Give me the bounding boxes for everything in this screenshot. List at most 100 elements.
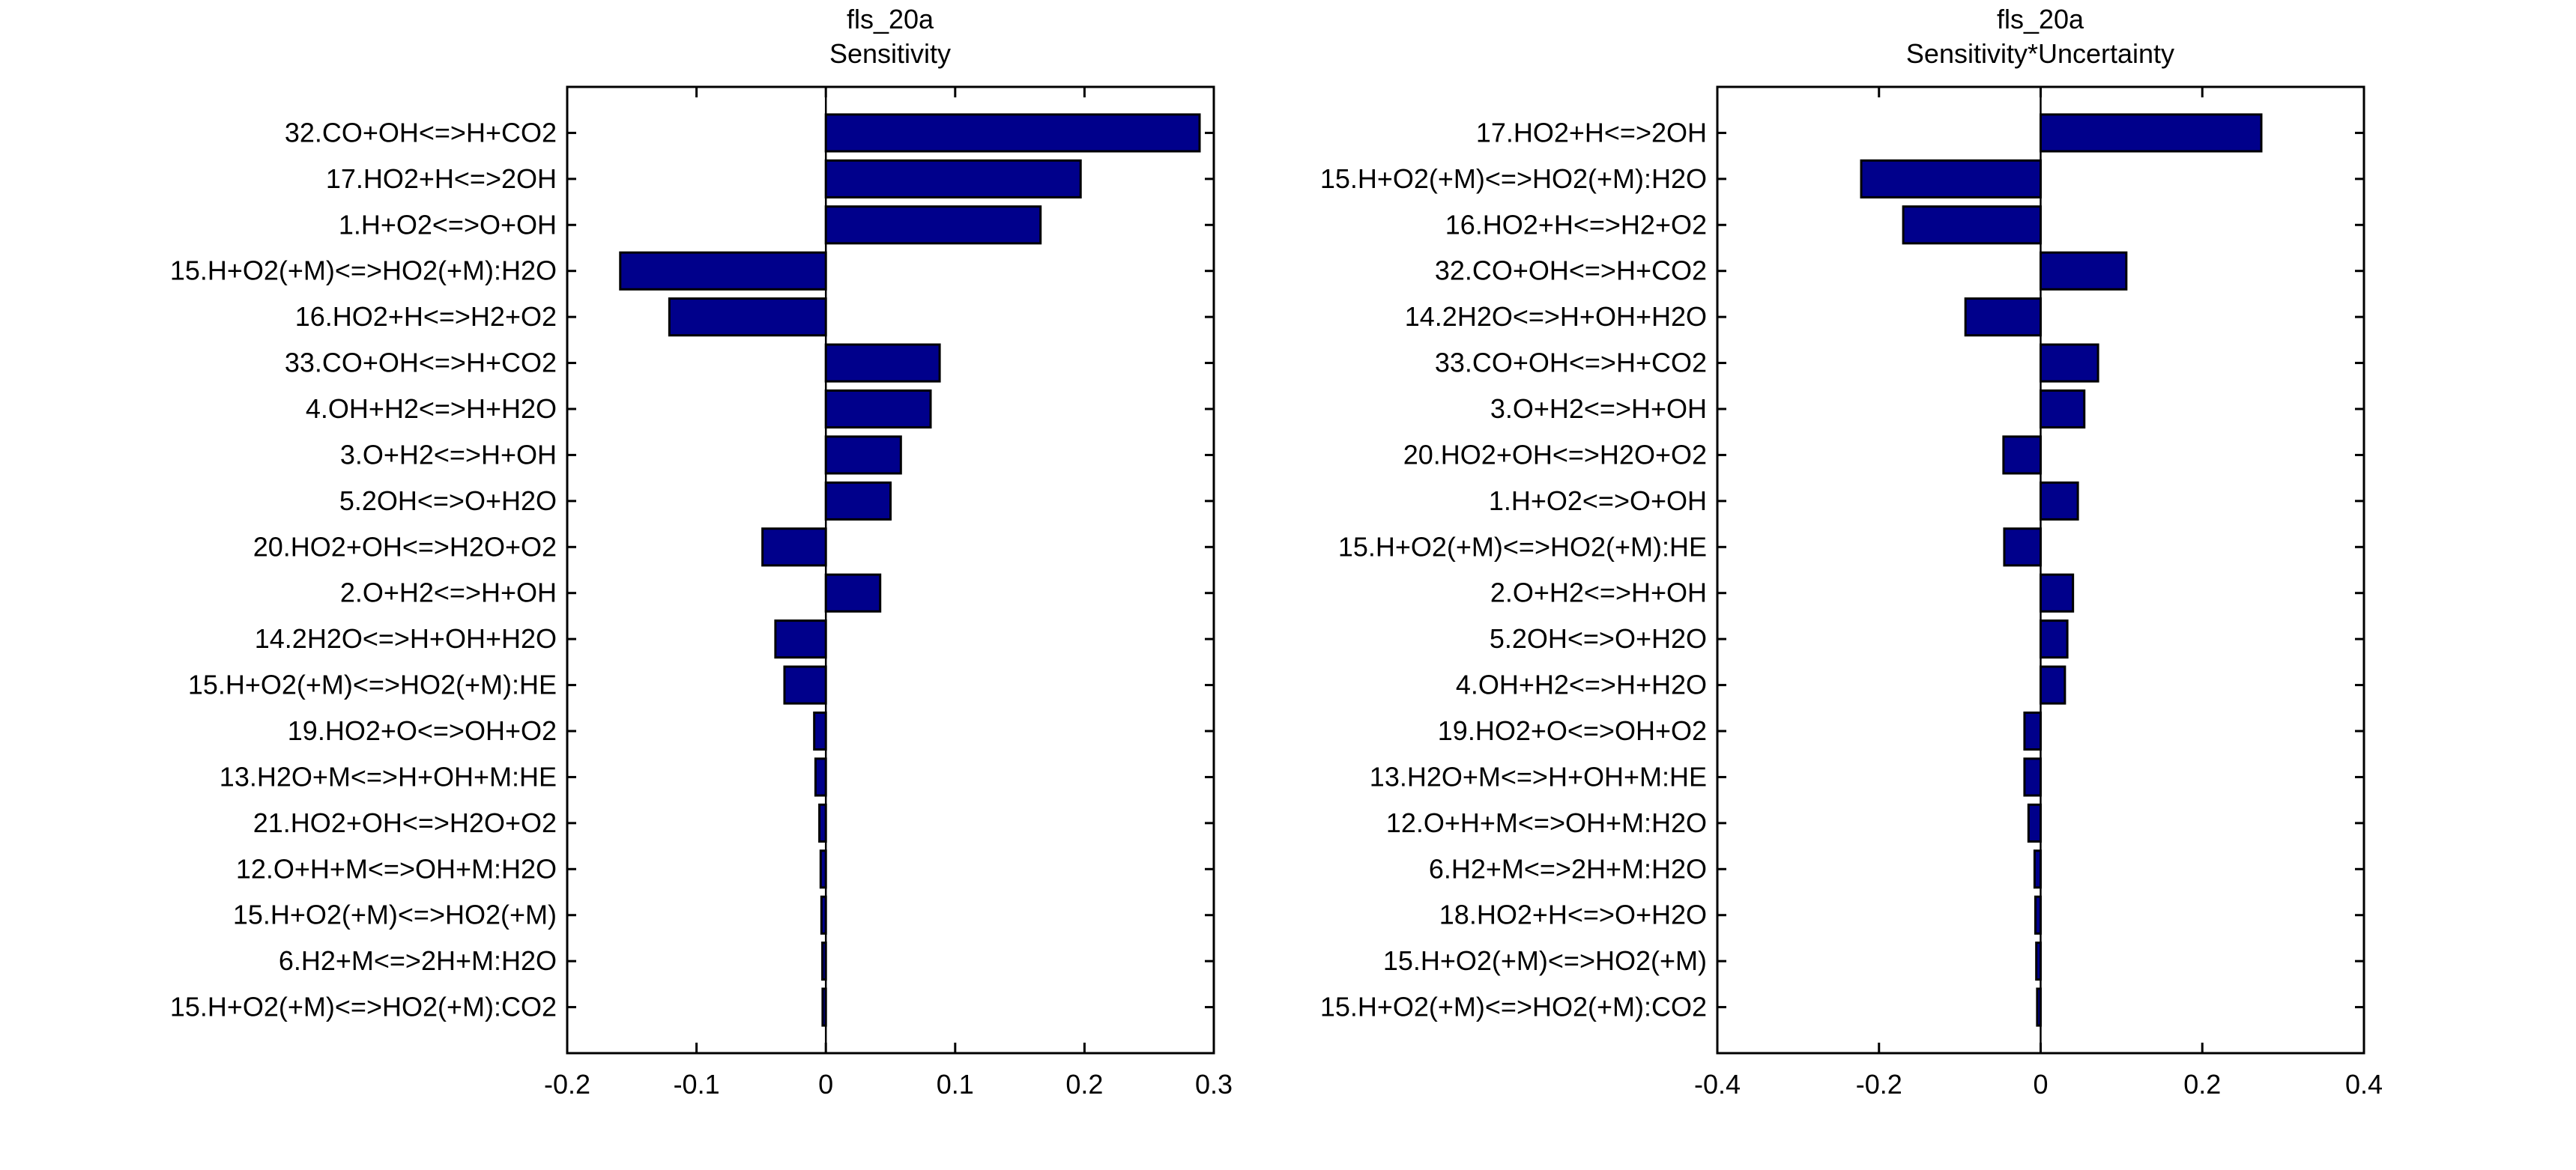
bar <box>814 757 827 797</box>
category-label: 12.O+H+M<=>OH+M:H2O <box>1386 807 1707 838</box>
category-label: 16.HO2+H<=>H2+O2 <box>1445 209 1707 240</box>
category-labels: 32.CO+OH<=>H+CO2 17.HO2+H<=>2OH 1.H+O2<=>O… <box>170 117 557 1022</box>
bar <box>2040 665 2066 705</box>
x-tick-label: 0.2 <box>2183 1069 2221 1100</box>
bar <box>2027 803 2043 843</box>
category-label: 19.HO2+O<=>OH+O2 <box>1438 715 1707 746</box>
bars-group <box>619 87 1201 1053</box>
bar <box>2040 251 2128 291</box>
category-label: 15.H+O2(+M)<=>HO2(+M) <box>1383 945 1707 976</box>
bar <box>668 297 827 337</box>
x-tick-label: 0.1 <box>937 1069 974 1100</box>
category-label: 3.O+H2<=>H+OH <box>1490 393 1707 424</box>
plot-frame <box>1716 85 2365 1055</box>
category-label: 16.HO2+H<=>H2+O2 <box>295 301 557 332</box>
bar <box>824 113 1201 153</box>
bar <box>2023 757 2043 797</box>
bar <box>761 527 827 567</box>
bar <box>824 481 892 521</box>
category-label: 20.HO2+OH<=>H2O+O2 <box>253 531 557 562</box>
x-tick-label: -0.4 <box>1694 1069 1741 1100</box>
category-label: 15.H+O2(+M)<=>HO2(+M):HE <box>1338 531 1707 562</box>
category-label: 15.H+O2(+M)<=>HO2(+M) <box>233 900 557 930</box>
category-label: 1.H+O2<=>O+OH <box>1489 485 1707 516</box>
category-label: 14.2H2O<=>H+OH+H2O <box>1405 301 1707 332</box>
sensitivity-uncertainty-panel: fls_20a Sensitivity*Uncertainty 17.HO2+H… <box>1320 4 2383 1100</box>
bar <box>783 665 827 705</box>
bar <box>774 619 827 659</box>
bar <box>824 159 1082 198</box>
x-tick-label: 0.2 <box>1065 1069 1103 1100</box>
category-label: 5.2OH<=>O+H2O <box>339 485 557 516</box>
category-label: 1.H+O2<=>O+OH <box>339 209 557 240</box>
x-tick-label: 0 <box>2033 1069 2048 1100</box>
bar <box>2040 573 2075 613</box>
bar <box>2002 435 2042 475</box>
category-label: 33.CO+OH<=>H+CO2 <box>285 348 557 378</box>
category-label: 18.HO2+H<=>O+H2O <box>1439 900 1707 930</box>
bar <box>813 711 827 751</box>
category-label: 17.HO2+H<=>2OH <box>1476 117 1707 148</box>
category-label: 15.H+O2(+M)<=>HO2(+M):HE <box>188 670 557 700</box>
x-tick-label: -0.1 <box>674 1069 720 1100</box>
x-tick-label: 0.3 <box>1195 1069 1233 1100</box>
bar <box>619 251 827 291</box>
category-label: 32.CO+OH<=>H+CO2 <box>285 117 557 148</box>
category-label: 2.O+H2<=>H+OH <box>1490 578 1707 608</box>
category-labels: 17.HO2+H<=>2OH 15.H+O2(+M)<=>HO2(+M):H2O 1… <box>1320 117 1707 1022</box>
panel-subtitle: Sensitivity <box>829 38 951 69</box>
category-label: 3.O+H2<=>H+OH <box>340 439 557 470</box>
category-label: 2.O+H2<=>H+OH <box>340 578 557 608</box>
bar <box>2040 619 2069 659</box>
category-label: 15.H+O2(+M)<=>HO2(+M):CO2 <box>1320 992 1707 1022</box>
category-label: 32.CO+OH<=>H+CO2 <box>1435 255 1707 286</box>
category-label: 20.HO2+OH<=>H2O+O2 <box>1403 439 1707 470</box>
bar <box>818 803 827 843</box>
bar <box>824 573 882 613</box>
category-label: 4.OH+H2<=>H+H2O <box>306 393 557 424</box>
bar <box>824 205 1042 245</box>
sensitivity-panel: fls_20a Sensitivity 32.CO+OH<=>H+CO2 17.H… <box>170 4 1233 1100</box>
bar <box>824 343 941 383</box>
bar <box>1860 159 2043 198</box>
bar <box>2040 113 2263 153</box>
bars-group <box>1860 87 2263 1053</box>
bar <box>2023 711 2043 751</box>
category-label: 6.H2+M<=>2H+M:H2O <box>1429 853 1707 884</box>
category-label: 15.H+O2(+M)<=>HO2(+M):H2O <box>1320 163 1707 194</box>
x-tick-label: 0.4 <box>2345 1069 2383 1100</box>
category-label: 4.OH+H2<=>H+H2O <box>1456 670 1707 700</box>
category-label: 15.H+O2(+M)<=>HO2(+M):CO2 <box>170 992 557 1022</box>
y-ticks <box>1717 131 2364 1009</box>
bar <box>824 435 902 475</box>
x-ticks: -0.4 -0.2 0 0.2 0.4 <box>1694 87 2383 1100</box>
bar <box>824 389 932 429</box>
x-tick-label: -0.2 <box>1856 1069 1902 1100</box>
panel-title: fls_20a <box>847 4 934 34</box>
bar <box>2040 389 2086 429</box>
bar <box>1964 297 2043 337</box>
category-label: 12.O+H+M<=>OH+M:H2O <box>236 853 557 884</box>
category-label: 21.HO2+OH<=>H2O+O2 <box>253 807 557 838</box>
category-label: 15.H+O2(+M)<=>HO2(+M):H2O <box>170 255 557 286</box>
category-label: 19.HO2+O<=>OH+O2 <box>288 715 557 746</box>
bar <box>2003 527 2043 567</box>
category-label: 6.H2+M<=>2H+M:H2O <box>279 945 557 976</box>
bar <box>2040 343 2099 383</box>
x-tick-label: 0 <box>818 1069 833 1100</box>
y-ticks <box>567 131 1214 1009</box>
panel-subtitle: Sensitivity*Uncertainty <box>1906 38 2174 69</box>
x-tick-label: -0.2 <box>544 1069 590 1100</box>
category-label: 33.CO+OH<=>H+CO2 <box>1435 348 1707 378</box>
plot-frame <box>566 85 1215 1055</box>
category-label: 14.2H2O<=>H+OH+H2O <box>255 623 557 654</box>
bar <box>2040 481 2079 521</box>
panel-title: fls_20a <box>1997 4 2084 34</box>
category-label: 17.HO2+H<=>2OH <box>326 163 557 194</box>
bar <box>1902 205 2043 245</box>
x-ticks: -0.2 -0.1 0 0.1 0.2 0.3 <box>544 87 1233 1100</box>
category-label: 13.H2O+M<=>H+OH+M:HE <box>1370 761 1707 792</box>
category-label: 13.H2O+M<=>H+OH+M:HE <box>220 761 557 792</box>
